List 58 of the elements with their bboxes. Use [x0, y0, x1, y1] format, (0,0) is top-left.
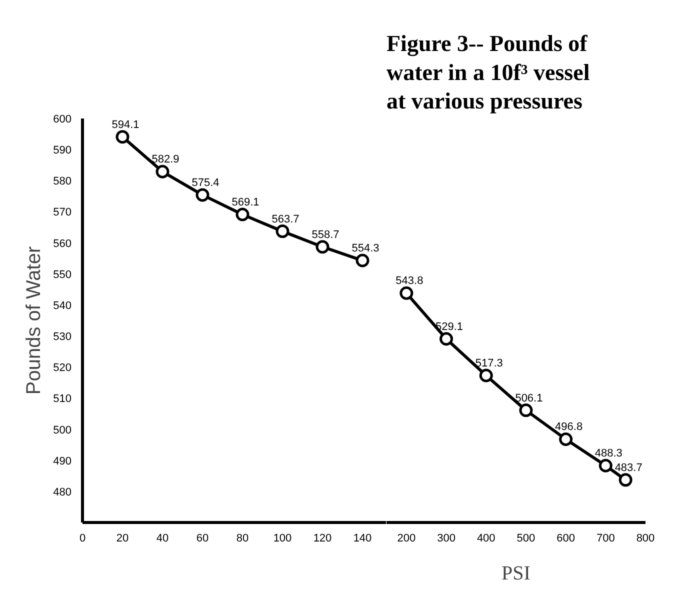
- data-label: 517.3: [475, 358, 503, 370]
- x-tick-label: 120: [313, 532, 332, 544]
- x-tick-label: 800: [636, 532, 655, 544]
- data-label: 506.1: [515, 392, 543, 404]
- y-tick-label: 520: [53, 362, 72, 374]
- data-label: 483.7: [614, 462, 642, 474]
- y-tick-label: 600: [53, 114, 72, 126]
- x-tick-label: 40: [156, 532, 169, 544]
- y-tick-label: 570: [53, 206, 72, 219]
- x-tick-label: 80: [236, 532, 249, 544]
- point: [479, 368, 493, 382]
- y-tick-label: 540: [53, 300, 72, 312]
- point: [618, 473, 632, 487]
- data-label: 575.4: [192, 176, 220, 189]
- x-tick-label: 140: [353, 532, 372, 544]
- x-tick-label: 0: [79, 532, 86, 544]
- x-tick-label: 60: [196, 532, 209, 544]
- point: [236, 208, 250, 222]
- x-tick-label: 700: [596, 532, 615, 544]
- x-tick-label: 100: [273, 532, 292, 544]
- point: [276, 224, 290, 238]
- data-label: 496.8: [555, 421, 583, 434]
- point: [116, 130, 130, 144]
- x-tick-label: 600: [556, 532, 575, 544]
- point: [519, 404, 533, 418]
- data-label: 488.3: [594, 448, 622, 460]
- y-tick-label: 500: [53, 424, 72, 436]
- data-label: 554.3: [352, 242, 380, 255]
- y-tick-label: 480: [53, 486, 72, 498]
- point: [196, 188, 210, 202]
- chart-title: Figure 3-- Pounds of water in a 10f³ vessel at various pressures: [386, 31, 590, 114]
- y-axis-title: Pounds of Water: [23, 246, 46, 395]
- data-label: 543.8: [396, 275, 424, 288]
- y-tick-label: 510: [53, 393, 72, 406]
- point: [559, 432, 573, 446]
- point: [440, 332, 454, 346]
- y-tick-label: 580: [53, 176, 72, 188]
- point: [156, 164, 170, 178]
- y-tick-label: 590: [53, 144, 72, 157]
- data-label: 558.7: [312, 228, 340, 241]
- y-tick-label: 530: [53, 331, 72, 344]
- data-label: 594.1: [112, 118, 140, 131]
- point: [316, 240, 330, 254]
- x-axis-title: PSI: [502, 562, 530, 584]
- x-tick-label: 500: [516, 532, 536, 544]
- point: [400, 286, 414, 300]
- x-tick-label: 200: [397, 532, 416, 544]
- y-tick-label: 490: [53, 455, 72, 468]
- data-label: 582.9: [152, 154, 180, 166]
- point: [356, 254, 370, 268]
- data-label: 569.1: [232, 196, 260, 209]
- x-tick-label: 400: [476, 532, 496, 544]
- y-tick-label: 560: [53, 238, 72, 250]
- x-tick-label: 300: [437, 532, 456, 544]
- data-label: 563.7: [272, 213, 300, 226]
- point: [598, 458, 612, 472]
- x-tick-label: 20: [116, 532, 129, 544]
- y-tick-label: 550: [53, 268, 72, 281]
